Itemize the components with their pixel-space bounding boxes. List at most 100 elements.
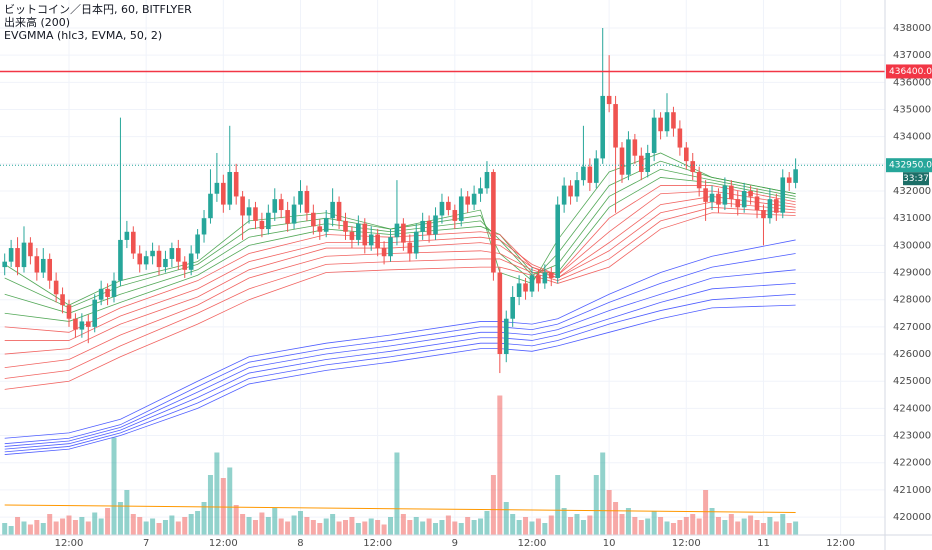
candle-body — [291, 204, 297, 224]
price-label: 436400.00 — [889, 67, 932, 77]
volume-bar — [715, 517, 721, 535]
volume-bar — [66, 515, 72, 535]
volume-bar — [561, 508, 567, 535]
volume-bar — [150, 518, 156, 535]
candle-body — [259, 220, 265, 230]
volume-bar — [252, 520, 258, 535]
volume-bar — [21, 521, 27, 535]
candle-body — [690, 161, 696, 172]
x-tick-label: 10 — [603, 538, 616, 549]
volume-bar — [760, 523, 766, 535]
volume-bar — [754, 520, 760, 535]
volume-bar — [433, 523, 439, 535]
candle-body — [574, 180, 580, 197]
y-tick-label: 429000.00 — [893, 268, 932, 279]
candle-body — [536, 275, 541, 284]
y-tick-label: 436000.00 — [893, 77, 932, 88]
candle-body — [201, 218, 207, 235]
candle-body — [195, 234, 200, 254]
candle-body — [124, 231, 130, 240]
candle-body — [632, 139, 638, 156]
volume-bar — [336, 521, 342, 535]
volume-bar — [555, 475, 561, 535]
candle-body — [407, 242, 413, 254]
volume-bar — [323, 518, 329, 535]
y-tick-label: 423000.00 — [893, 431, 932, 442]
candle-body — [413, 231, 419, 254]
volume-bar — [780, 514, 786, 535]
volume-bar — [246, 517, 252, 535]
candle-body — [98, 288, 104, 300]
volume-bar — [240, 514, 246, 535]
candle-body — [330, 201, 335, 219]
candle-body — [735, 199, 741, 208]
axes: 420000.00 421000.00 422000.00 423000.00 4240… — [55, 23, 932, 549]
candle-body — [774, 199, 779, 213]
volume-bar — [793, 521, 799, 535]
volume-bar — [580, 520, 586, 535]
volume-bar — [439, 520, 445, 535]
volume-bar — [278, 518, 284, 535]
candle-body — [111, 280, 117, 297]
candle-body — [716, 193, 721, 205]
volume-bar — [587, 515, 593, 535]
volume-bar — [458, 523, 464, 535]
candle-body — [214, 182, 220, 194]
volume-bar — [535, 518, 541, 535]
volume-bar — [291, 515, 297, 535]
y-tick-label: 430000.00 — [893, 240, 932, 251]
candle-body — [362, 223, 368, 246]
volume-bar — [388, 517, 394, 535]
volume-bar — [117, 502, 123, 535]
volume-bar — [285, 521, 291, 535]
volume-bar — [169, 515, 175, 535]
volume-bar — [632, 517, 638, 535]
volume-bar — [619, 514, 625, 535]
volume-bar — [92, 512, 98, 535]
candle-body — [761, 210, 766, 219]
candle-body — [253, 207, 258, 221]
candle-body — [8, 248, 14, 262]
volume-bar — [510, 514, 516, 535]
volume-bar — [625, 508, 631, 535]
countdown-box — [903, 172, 929, 186]
volume-bar — [529, 521, 535, 535]
x-tick-label: 12:00 — [55, 538, 84, 549]
candle-body — [491, 171, 496, 273]
candle-body — [619, 147, 625, 175]
candle-body — [568, 185, 573, 197]
candle-body — [356, 223, 361, 240]
volume-bar — [355, 523, 361, 535]
candle-body — [709, 193, 715, 202]
candle-body — [40, 258, 46, 273]
candle-body — [606, 95, 612, 105]
candle-body — [150, 250, 155, 257]
volume-bar — [394, 452, 400, 535]
candle-body — [561, 185, 567, 205]
candle-body — [381, 248, 387, 257]
candle-body — [613, 104, 618, 148]
volume-bar — [15, 517, 21, 535]
y-tick-label: 425000.00 — [893, 376, 932, 387]
y-tick-label: 420000.00 — [893, 512, 932, 523]
candle-body — [317, 226, 323, 232]
candle-body — [34, 256, 40, 273]
x-tick-label: 9 — [452, 538, 458, 549]
volume-bar — [137, 517, 143, 535]
volume-bar — [645, 518, 651, 535]
volume-bar — [542, 523, 548, 535]
candle-body — [240, 196, 245, 216]
volume-bar — [60, 518, 66, 535]
last-price-label: 432950.00 — [889, 161, 932, 171]
candle-body — [433, 215, 438, 235]
ribbon-line — [4, 212, 796, 390]
candle-body — [73, 318, 78, 330]
candle-body — [503, 318, 509, 355]
volume-bar — [728, 514, 734, 535]
candle-body — [246, 207, 252, 216]
chart-title: ビットコイン／日本円, 60, BITFLYER — [4, 2, 192, 16]
volume-bar — [677, 520, 683, 535]
volume-bar — [34, 520, 40, 535]
ribbon-line — [4, 253, 796, 445]
volume-bar — [105, 508, 111, 535]
